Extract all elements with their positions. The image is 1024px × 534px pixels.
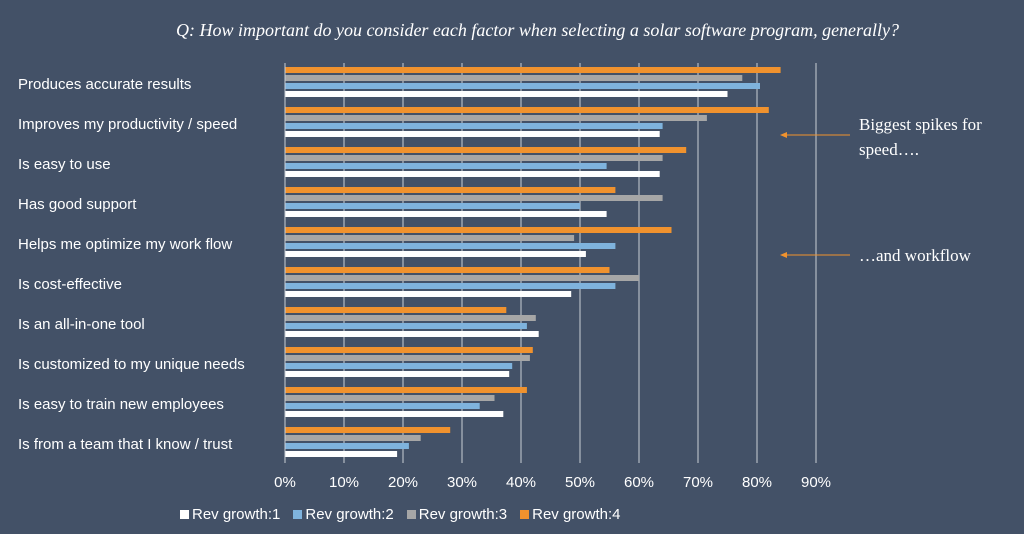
bar xyxy=(285,227,672,233)
bar xyxy=(285,147,687,153)
bar xyxy=(285,163,607,169)
bar xyxy=(285,107,769,113)
bar xyxy=(285,115,707,121)
bar xyxy=(285,363,513,369)
annotation-arrowhead xyxy=(780,252,787,258)
bar xyxy=(285,323,527,329)
x-tick-label: 0% xyxy=(274,474,296,491)
legend-item: Rev growth:2 xyxy=(293,506,394,523)
bar xyxy=(285,443,409,449)
bar xyxy=(285,83,760,89)
bar xyxy=(285,315,536,321)
bar xyxy=(285,187,616,193)
bar xyxy=(285,131,660,137)
bar xyxy=(285,307,507,313)
category-label: Produces accurate results xyxy=(18,76,191,93)
bar xyxy=(285,195,663,201)
bar xyxy=(285,435,421,441)
chart-title: Q: How important do you consider each fa… xyxy=(175,20,900,40)
bar xyxy=(285,91,728,97)
chart-legend: Rev growth:1 Rev growth:2 Rev growth:3 Rev … xyxy=(180,506,621,523)
legend-label: Rev growth:2 xyxy=(305,506,394,523)
legend-item: Rev growth:4 xyxy=(520,506,621,523)
x-tick-label: 10% xyxy=(329,474,359,491)
legend-swatch xyxy=(293,510,303,519)
category-label: Is cost-effective xyxy=(18,276,122,293)
bar xyxy=(285,211,607,217)
bar xyxy=(285,411,504,417)
bar xyxy=(285,235,575,241)
annotation-text: Biggest spikes for xyxy=(859,115,982,134)
legend-item: Rev growth:1 xyxy=(180,506,280,523)
bar xyxy=(285,283,616,289)
x-tick-label: 80% xyxy=(742,474,772,491)
bar xyxy=(285,67,781,73)
legend-label: Rev growth:4 xyxy=(532,506,621,523)
bar xyxy=(285,251,586,257)
category-label: Helps me optimize my work flow xyxy=(18,236,232,253)
bar xyxy=(285,387,527,393)
annotation-text: speed…. xyxy=(859,140,919,159)
bar xyxy=(285,355,530,361)
legend-item: Rev growth:3 xyxy=(406,506,508,523)
category-label: Is from a team that I know / trust xyxy=(18,436,233,453)
annotation-arrowhead xyxy=(780,132,787,138)
bar xyxy=(285,75,743,81)
legend-label: Rev growth:3 xyxy=(418,506,508,523)
legend-swatch xyxy=(180,510,189,519)
category-label: Has good support xyxy=(18,196,137,213)
category-label: Is customized to my unique needs xyxy=(18,356,245,373)
x-tick-label: 50% xyxy=(565,474,595,491)
legend-swatch xyxy=(520,510,530,519)
bar xyxy=(285,291,572,297)
x-tick-label: 40% xyxy=(506,474,536,491)
bar xyxy=(285,155,663,161)
bar xyxy=(285,331,539,337)
bar xyxy=(285,267,610,273)
x-tick-label: 30% xyxy=(447,474,477,491)
bar xyxy=(285,171,660,177)
x-tick-label: 90% xyxy=(801,474,831,491)
bar xyxy=(285,427,451,433)
category-label: Is easy to use xyxy=(18,156,111,173)
bar xyxy=(285,203,580,209)
bar xyxy=(285,347,533,353)
bar xyxy=(285,275,639,281)
bar xyxy=(285,451,398,457)
category-label: Is easy to train new employees xyxy=(18,396,224,413)
x-tick-label: 20% xyxy=(388,474,418,491)
legend-label: Rev growth:1 xyxy=(192,506,281,523)
bar xyxy=(285,395,495,401)
category-label: Improves my productivity / speed xyxy=(18,116,237,133)
bar xyxy=(285,371,510,377)
legend-swatch xyxy=(406,510,416,519)
bar xyxy=(285,243,616,249)
bar xyxy=(285,403,480,409)
annotation-text: …and workflow xyxy=(859,246,972,265)
bar xyxy=(285,123,663,129)
x-tick-label: 70% xyxy=(683,474,713,491)
category-label: Is an all-in-one tool xyxy=(18,316,145,333)
x-tick-label: 60% xyxy=(624,474,654,491)
